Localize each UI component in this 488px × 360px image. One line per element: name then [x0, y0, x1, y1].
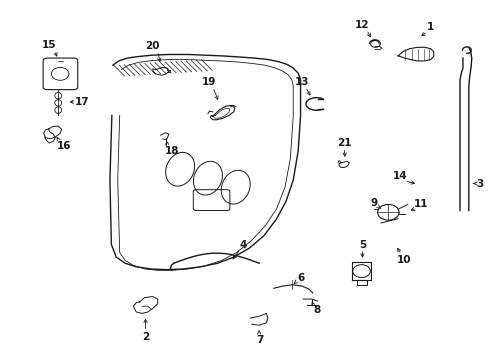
- Text: 13: 13: [294, 77, 308, 87]
- Text: 2: 2: [142, 332, 149, 342]
- Text: 11: 11: [413, 199, 427, 210]
- Text: 4: 4: [239, 240, 247, 250]
- Text: 10: 10: [396, 255, 411, 265]
- Text: 20: 20: [145, 41, 160, 51]
- Text: 16: 16: [57, 140, 71, 150]
- Text: 15: 15: [42, 40, 57, 50]
- Text: 12: 12: [354, 20, 369, 30]
- Text: 3: 3: [475, 179, 483, 189]
- Text: 17: 17: [75, 97, 90, 107]
- Text: 5: 5: [358, 239, 366, 249]
- Text: 1: 1: [427, 22, 433, 32]
- Text: 6: 6: [296, 273, 304, 283]
- Text: 19: 19: [202, 77, 216, 87]
- Text: 21: 21: [337, 139, 351, 148]
- Text: 7: 7: [256, 334, 263, 345]
- Text: 18: 18: [165, 145, 179, 156]
- Text: 14: 14: [392, 171, 407, 181]
- Text: 8: 8: [312, 305, 320, 315]
- Text: 9: 9: [370, 198, 377, 208]
